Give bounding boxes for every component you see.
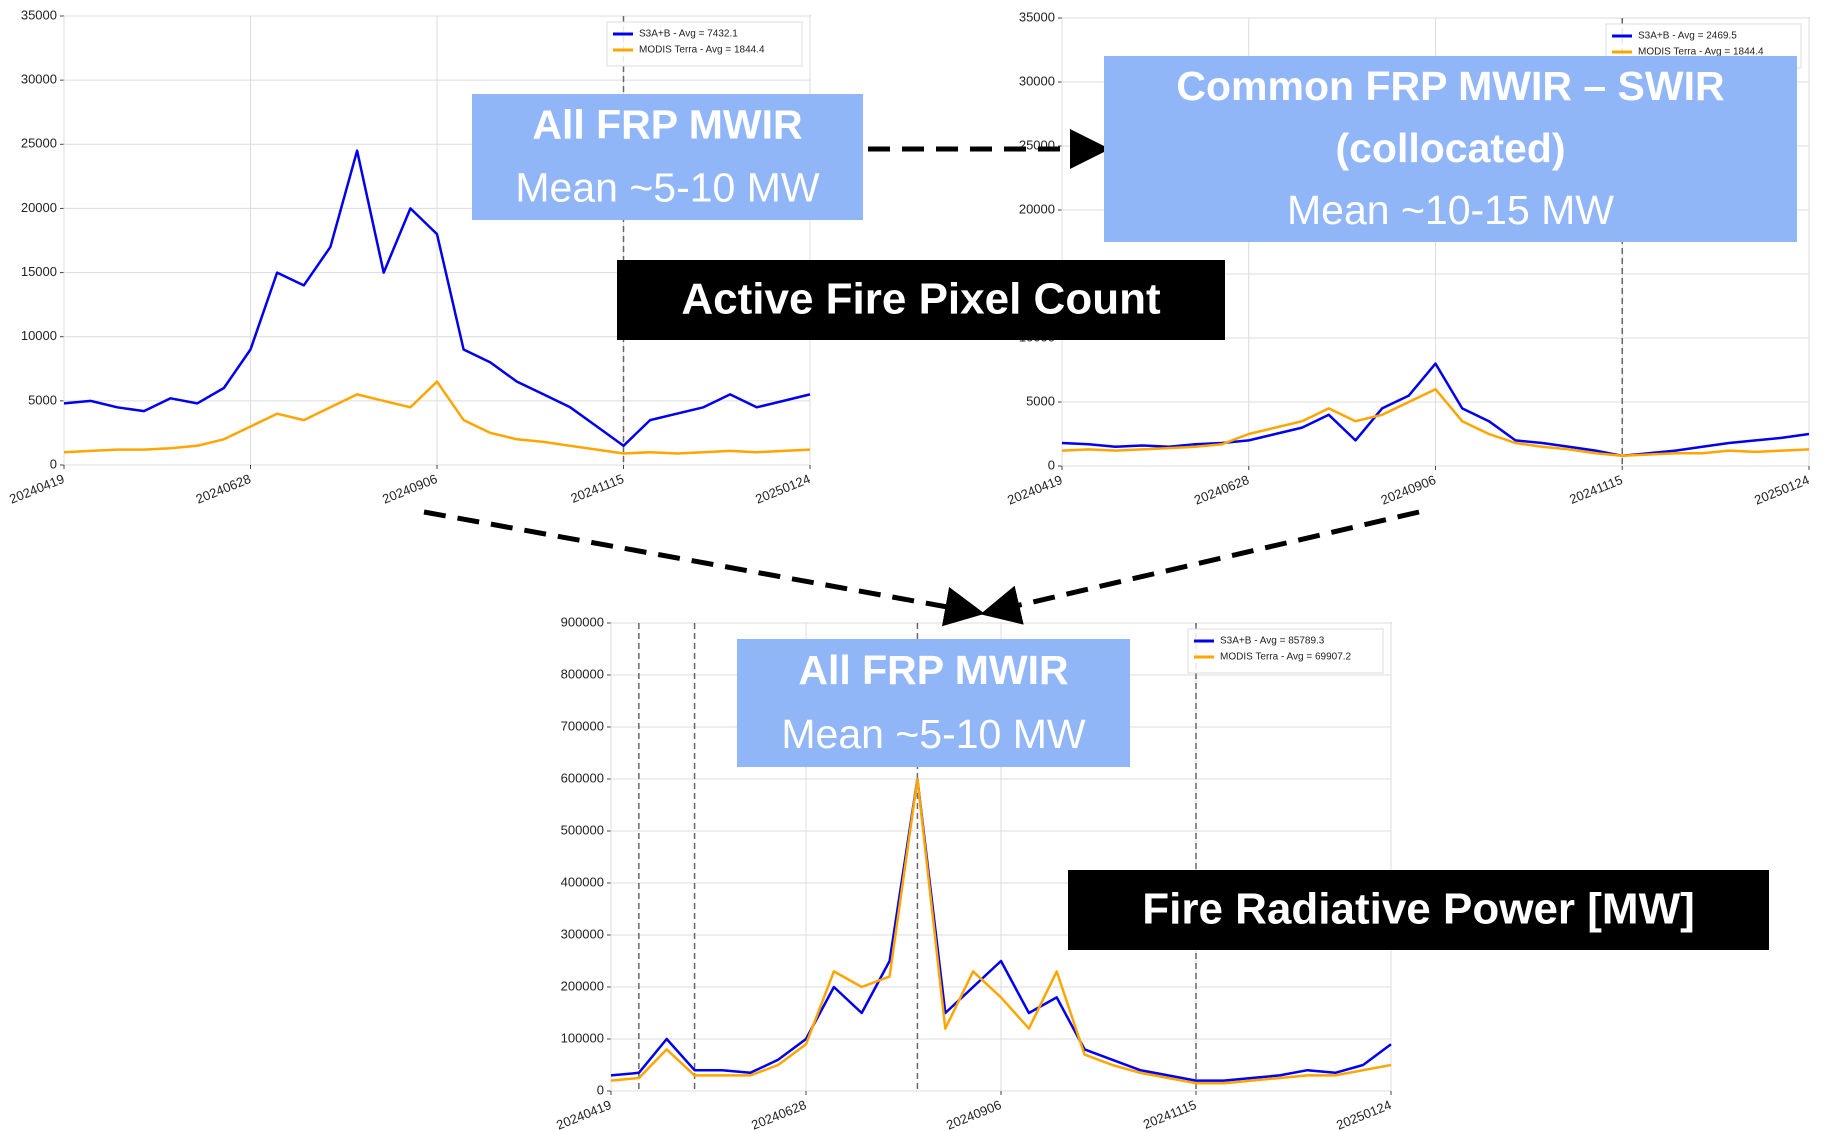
legend-label: MODIS Terra - Avg = 69907.2 <box>1220 652 1352 663</box>
y-tick-label: 20000 <box>1019 201 1055 216</box>
y-tick-label: 0 <box>1048 457 1055 472</box>
legend-label: S3A+B - Avg = 7432.1 <box>639 29 738 40</box>
legend-label: MODIS Terra - Avg = 1844.4 <box>639 45 765 56</box>
x-tick-label: 20240419 <box>554 1097 613 1131</box>
annotation-text: Mean ~5-10 MW <box>515 164 819 210</box>
y-tick-label: 25000 <box>21 136 57 151</box>
y-tick-label: 5000 <box>28 392 57 407</box>
y-tick-label: 500000 <box>561 822 604 837</box>
y-tick-label: 30000 <box>21 72 57 87</box>
legend-label: S3A+B - Avg = 85789.3 <box>1220 636 1325 647</box>
y-tick-label: 5000 <box>1026 393 1055 408</box>
series-line <box>63 380 811 455</box>
annotation-box <box>472 94 863 220</box>
x-tick-label: 20250124 <box>753 471 812 507</box>
chart-title: Fire Radiative Power [MW] <box>1142 885 1695 934</box>
x-tick-label: 20240906 <box>1379 472 1438 508</box>
series-line <box>610 777 1392 1085</box>
x-tick-label: 20240906 <box>380 471 439 507</box>
x-tick-label: 20240419 <box>7 471 66 507</box>
chart-title: Active Fire Pixel Count <box>681 275 1161 324</box>
title-box <box>1068 870 1769 950</box>
x-tick-label: 20240906 <box>944 1097 1003 1131</box>
y-tick-label: 0 <box>597 1082 604 1097</box>
annotation-text: All FRP MWIR <box>798 647 1068 693</box>
legend-label: S3A+B - Avg = 2469.5 <box>1638 31 1737 42</box>
y-tick-label: 700000 <box>561 718 604 733</box>
annotation-box <box>1104 56 1797 242</box>
series-line <box>1061 387 1810 458</box>
y-tick-label: 400000 <box>561 874 604 889</box>
x-tick-label: 20250124 <box>1752 472 1811 508</box>
annotation-box <box>737 639 1130 767</box>
annotation-text: Common FRP MWIR – SWIR <box>1176 63 1724 109</box>
x-tick-label: 20240628 <box>1192 472 1251 508</box>
y-tick-label: 300000 <box>561 926 604 941</box>
y-tick-label: 15000 <box>21 264 57 279</box>
legend-label: MODIS Terra - Avg = 1844.4 <box>1638 47 1764 58</box>
annotation-text: Mean ~10-15 MW <box>1287 187 1614 233</box>
y-tick-label: 35000 <box>1019 9 1055 24</box>
x-tick-label: 20240628 <box>194 471 253 507</box>
series-line <box>63 149 811 448</box>
arrow <box>980 509 1420 625</box>
y-tick-label: 30000 <box>1019 73 1055 88</box>
y-tick-label: 20000 <box>21 200 57 215</box>
x-tick-label: 20240419 <box>1005 472 1064 508</box>
y-tick-label: 10000 <box>21 328 57 343</box>
y-tick-label: 800000 <box>561 666 604 681</box>
x-tick-label: 20240628 <box>749 1097 808 1131</box>
arrow <box>423 509 985 627</box>
x-tick-label: 20250124 <box>1334 1097 1393 1131</box>
x-tick-label: 20241115 <box>1567 472 1624 507</box>
x-tick-label: 20241115 <box>568 471 625 506</box>
y-tick-label: 100000 <box>561 1030 604 1045</box>
legend <box>606 21 803 67</box>
y-tick-label: 900000 <box>561 614 604 629</box>
series-line <box>1061 362 1810 458</box>
annotation-text: Mean ~5-10 MW <box>781 711 1085 757</box>
annotation-text: All FRP MWIR <box>532 101 802 147</box>
legend <box>1187 628 1384 674</box>
x-tick-label: 20241115 <box>1141 1097 1198 1131</box>
annotation-text: (collocated) <box>1335 125 1565 171</box>
y-tick-label: 600000 <box>561 770 604 785</box>
y-tick-label: 200000 <box>561 978 604 993</box>
y-tick-label: 0 <box>50 456 57 471</box>
y-tick-label: 35000 <box>21 7 57 22</box>
series-line <box>610 777 1392 1082</box>
title-box <box>617 260 1225 340</box>
